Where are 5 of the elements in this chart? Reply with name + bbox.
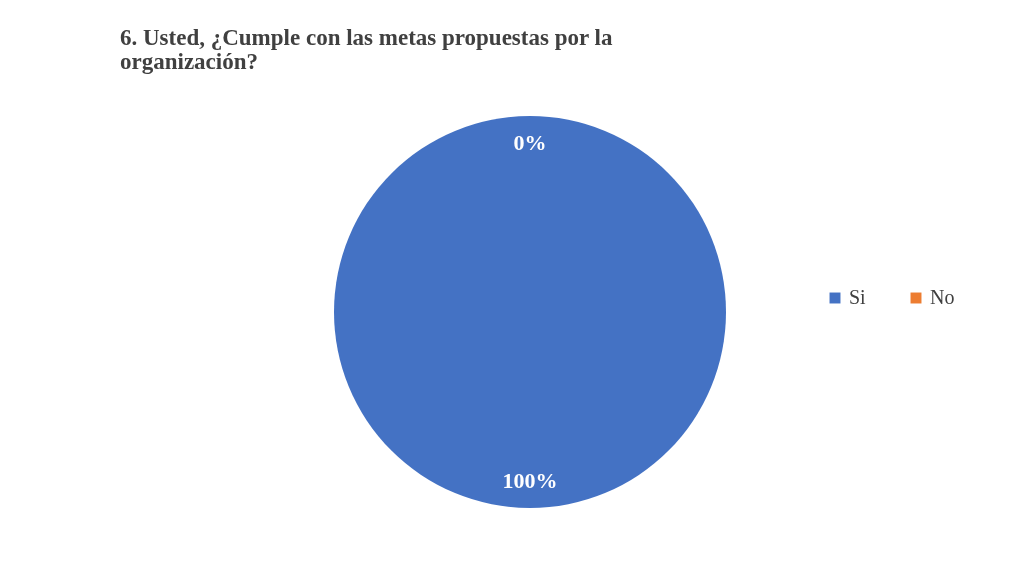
chart-title: 6. Usted, ¿Cumple con las metas propuestas por la organización?	[120, 25, 613, 74]
legend-label: No	[930, 286, 955, 308]
legend-label: Si	[849, 286, 867, 308]
data-label: 100%	[502, 468, 558, 493]
text: 0%	[513, 130, 547, 155]
